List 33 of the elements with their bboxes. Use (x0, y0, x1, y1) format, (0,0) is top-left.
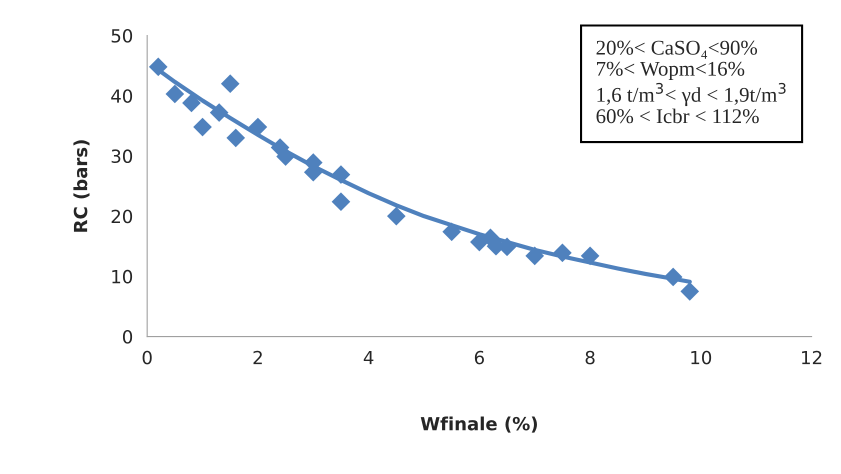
point (226, 128, 246, 148)
x-tick-label: 8 (586, 350, 595, 364)
point (387, 206, 406, 226)
point (210, 103, 228, 122)
x-tick-label: 4 (364, 350, 374, 364)
text: 20%< CaSO₄<90% 7%< Wopm<16% 1,6 t/m$^{3}$< γd < 1,9t/m$^{3}$ 60% < Icbr < 112% (596, 40, 786, 124)
point (525, 246, 544, 266)
y-tick-label: 50 (112, 29, 132, 43)
point (553, 244, 572, 262)
point (182, 94, 201, 112)
point (193, 118, 212, 136)
point (148, 58, 168, 76)
x-tick-label: 10 (691, 350, 712, 364)
point (276, 147, 295, 166)
y-tick-label: 30 (112, 149, 132, 164)
point (332, 192, 350, 212)
x-tick-label: 12 (802, 350, 822, 364)
point (166, 84, 184, 104)
point (680, 282, 700, 301)
y-tick-label: 20 (112, 210, 132, 224)
point (442, 222, 462, 242)
point (580, 246, 600, 266)
x-tick-label: 6 (474, 350, 484, 364)
y-axis-title: RC (bars) (73, 140, 90, 232)
point (664, 268, 682, 286)
y-tick-label: 40 (111, 89, 132, 103)
y-tick-label: 0 (122, 330, 132, 344)
x-tick-label: 0 (142, 350, 152, 364)
x-tick-label: 2 (253, 350, 262, 364)
point (220, 74, 240, 94)
point (332, 165, 350, 184)
x-axis-title: Wfinale (%) (420, 416, 537, 433)
y-tick-label: 10 (112, 270, 132, 284)
